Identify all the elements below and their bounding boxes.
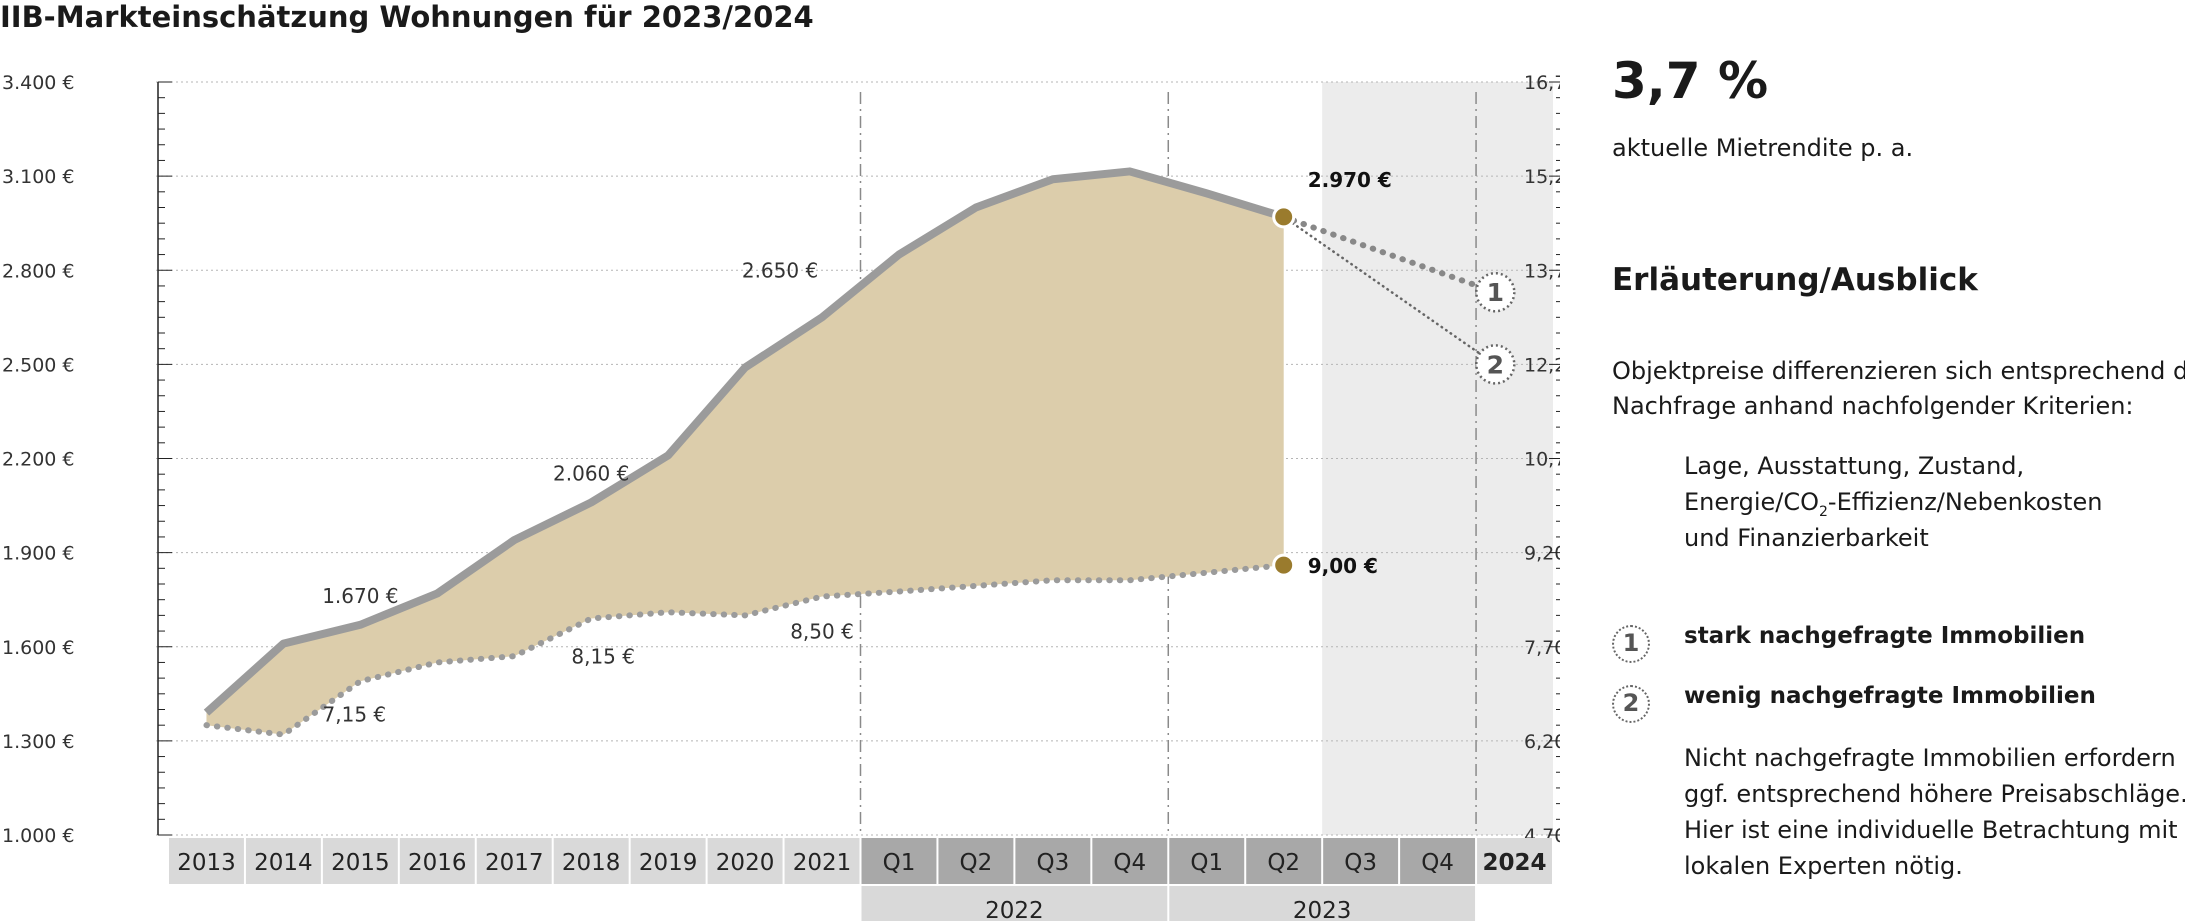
x-category-band: [1477, 838, 1552, 884]
data-label: 7,15 €: [323, 702, 387, 726]
data-label: 9,00 €: [1308, 554, 1378, 578]
x-category-band: [553, 838, 629, 884]
x-category-band: [1323, 838, 1399, 884]
forecast-line-1: [1280, 213, 1481, 289]
x-tick-label: Q4: [1421, 850, 1454, 876]
x-category-band: [707, 838, 783, 884]
criteria-line-3: und Finanzierbarkeit: [1684, 524, 1929, 552]
y-left-tick-label: 2.500 €: [2, 354, 75, 376]
x-tick-label: 2024: [1483, 850, 1547, 876]
data-label: 8,50 €: [790, 620, 854, 644]
data-label: 2.970 €: [1308, 168, 1392, 192]
y-left-tick-label: 3.400 €: [2, 72, 75, 94]
chart-title: IIB-Markteinschätzung Wohnungen für 2023…: [0, 0, 814, 34]
x-category-band: [630, 838, 706, 884]
forecast-line-2: [1282, 215, 1481, 355]
data-label: 2.650 €: [742, 258, 818, 282]
x-category-band: [784, 838, 860, 884]
rent-line: [203, 562, 1287, 738]
x-category-band: [1400, 838, 1476, 884]
x-tick-label: 2020: [716, 850, 775, 876]
x-category-band: [861, 838, 937, 884]
legend-label-2: wenig nachgefragte Immobilien: [1684, 683, 2096, 709]
legend-badge-2: 2: [1612, 685, 1650, 723]
note-line-4: lokalen Experten nötig.: [1684, 852, 1963, 880]
x-tick-label: 2016: [408, 850, 467, 876]
y-right-tick-label: 7,70 €: [1524, 637, 1560, 659]
y-left-tick-label: 1.000 €: [2, 825, 75, 847]
note-line-3: Hier ist eine individuelle Betrachtung m…: [1684, 816, 2178, 844]
y-left-tick-label: 2.800 €: [2, 260, 75, 282]
rent-yield-value: 3,7 %: [1612, 52, 1769, 110]
x-tick-label: 2019: [639, 850, 698, 876]
legend-badge-1: 1: [1612, 625, 1650, 663]
x-group-band: [861, 886, 1168, 921]
rent-yield-label: aktuelle Mietrendite p. a.: [1612, 134, 1914, 162]
y-left-tick-label: 3.100 €: [2, 166, 75, 188]
x-group-label: 2022: [985, 898, 1044, 921]
data-label: 2.060 €: [553, 461, 629, 485]
legend-label-1: stark nachgefragte Immobilien: [1684, 623, 2086, 649]
x-category-band: [169, 838, 244, 884]
y-left-tick-label: 1.300 €: [2, 731, 75, 753]
intro-line-2: Nachfrage anhand nachfolgender Kriterien…: [1612, 392, 2134, 420]
forecast-badge-label: 1: [1487, 278, 1504, 307]
price-rent-gap-area: [206, 171, 1284, 735]
y-right-tick-label: 15,20 €: [1524, 166, 1560, 188]
forecast-badge-2: [1475, 344, 1516, 385]
x-tick-label: 2018: [562, 850, 621, 876]
x-tick-label: Q2: [960, 850, 993, 876]
forecast-badge-label: 2: [1487, 350, 1504, 379]
x-tick-label: Q2: [1267, 850, 1300, 876]
x-category-band: [322, 838, 398, 884]
x-group-label: 2023: [1293, 898, 1352, 921]
price-end-marker: [1272, 205, 1296, 229]
x-tick-label: Q1: [883, 850, 916, 876]
x-category-band: [476, 838, 552, 884]
data-label: 1.670 €: [322, 584, 398, 608]
x-tick-label: Q3: [1344, 850, 1377, 876]
y-left-tick-label: 1.900 €: [2, 543, 75, 565]
x-category-band: [1092, 838, 1168, 884]
x-tick-label: 2015: [331, 850, 390, 876]
x-tick-label: Q3: [1036, 850, 1069, 876]
x-tick-label: 2013: [177, 850, 236, 876]
criteria-line-2-b: -Effizienz/Nebenkosten: [1827, 488, 2103, 516]
x-tick-label: Q4: [1113, 850, 1146, 876]
y-right-tick-label: 12,20 €: [1524, 354, 1560, 376]
criteria-line-2: Energie/CO2-Effizienz/Nebenkosten: [1684, 484, 2102, 530]
y-left-tick-label: 1.600 €: [2, 637, 75, 659]
x-category-band: [399, 838, 475, 884]
criteria-line-2-a: Energie/CO: [1684, 488, 1819, 516]
rent-end-marker: [1272, 553, 1296, 577]
x-category-band: [1169, 838, 1245, 884]
forecast-badge-1: [1475, 271, 1516, 313]
x-tick-label: Q1: [1190, 850, 1223, 876]
price-rent-chart: 1.000 € 1.300 € 1.600 € 1.900 € 2.200 € 2.500…: [2, 72, 1560, 921]
y-right-tick-label: 10,70 €: [1524, 449, 1560, 471]
x-category-band: [245, 838, 321, 884]
intro-line-1: Objektpreise differenzieren sich entspre…: [1612, 357, 2185, 385]
x-tick-label: 2014: [254, 850, 313, 876]
criteria-line-1: Lage, Ausstattung, Zustand,: [1684, 452, 2025, 480]
outlook-heading: Erläuterung/Ausblick: [1612, 262, 1978, 298]
y-right-tick-label: 13,70 €: [1524, 260, 1560, 282]
y-left-tick-label: 2.200 €: [2, 449, 75, 471]
x-category-band: [938, 838, 1014, 884]
x-category-band: [1246, 838, 1322, 884]
y-right-tick-label: 6,20 €: [1524, 731, 1560, 753]
x-tick-label: 2017: [485, 850, 544, 876]
y-right-tick-label: 9,20 €: [1524, 543, 1560, 565]
x-tick-label: 2021: [793, 850, 852, 876]
x-category-band: [1015, 838, 1091, 884]
x-group-band: [1169, 886, 1476, 921]
y-right-tick-label: 16,70 €: [1524, 72, 1560, 94]
note-line-2: ggf. entsprechend höhere Preisabschläge.: [1684, 780, 2185, 808]
note-line-1: Nicht nachgefragte Immobilien erfordern: [1684, 744, 2176, 772]
criteria-line-2-sub: 2: [1819, 503, 1828, 520]
data-label: 8,15 €: [571, 645, 635, 669]
price-line: [203, 167, 1285, 716]
